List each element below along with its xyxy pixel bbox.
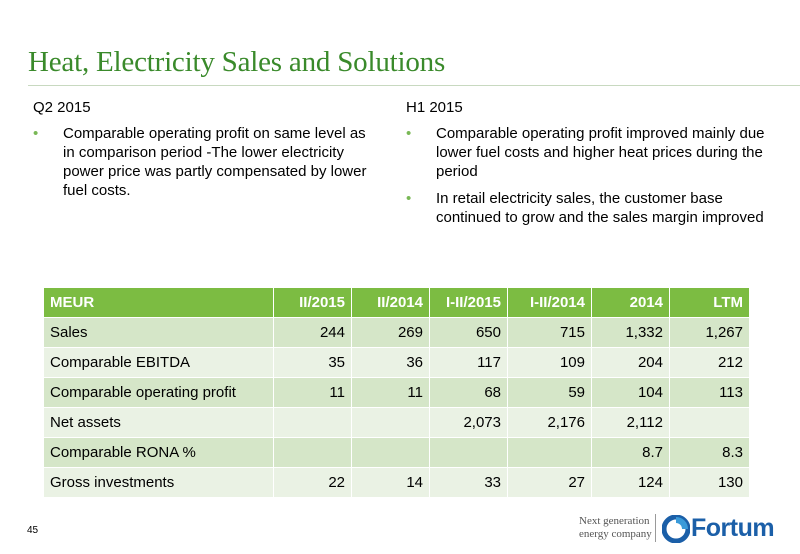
brand-name: Fortum xyxy=(691,514,775,542)
table-cell: 14 xyxy=(351,467,430,498)
q2-bullet-list: • Comparable operating profit on same lev… xyxy=(33,124,378,200)
header-cell: LTM xyxy=(669,287,750,318)
table-cell: 124 xyxy=(591,467,670,498)
row-label: Comparable RONA % xyxy=(43,437,274,468)
table-cell xyxy=(273,437,352,468)
table-cell: 244 xyxy=(273,317,352,348)
table-cell xyxy=(669,407,750,438)
table-cell: 104 xyxy=(591,377,670,408)
header-cell: I-II/2014 xyxy=(507,287,592,318)
table-cell: 269 xyxy=(351,317,430,348)
financials-table: MEUR II/2015 II/2014 I-II/2015 I-II/2014… xyxy=(43,287,750,498)
table-cell: 11 xyxy=(351,377,430,408)
h1-bullet-list: • Comparable operating profit improved ma… xyxy=(406,124,776,227)
q2-heading: Q2 2015 xyxy=(33,99,91,116)
table-cell: 68 xyxy=(429,377,508,408)
bullet-icon: • xyxy=(406,125,412,142)
table-cell: 36 xyxy=(351,347,430,378)
bullet-text: Comparable operating profit on same leve… xyxy=(63,125,367,199)
table-cell: 130 xyxy=(669,467,750,498)
table-cell: 204 xyxy=(591,347,670,378)
table-cell xyxy=(351,407,430,438)
fortum-logo: Fortum xyxy=(662,514,775,543)
table-cell: 8.3 xyxy=(669,437,750,468)
fortum-logo-icon xyxy=(662,514,690,543)
q2-column: Q2 2015 • Comparable operating profit on … xyxy=(33,98,378,208)
h1-heading: H1 2015 xyxy=(406,99,463,116)
header-cell: II/2014 xyxy=(351,287,430,318)
table-cell xyxy=(429,437,508,468)
table-cell: 113 xyxy=(669,377,750,408)
table-cell: 1,332 xyxy=(591,317,670,348)
table-cell: 35 xyxy=(273,347,352,378)
table-cell: 109 xyxy=(507,347,592,378)
table-cell: 715 xyxy=(507,317,592,348)
table-cell: 212 xyxy=(669,347,750,378)
table-cell xyxy=(273,407,352,438)
bullet-icon: • xyxy=(33,125,39,142)
page-title: Heat, Electricity Sales and Solutions xyxy=(28,46,446,78)
bullet-item: • In retail electricity sales, the custom… xyxy=(406,189,776,227)
table-row: Net assets 2,073 2,176 2,112 xyxy=(43,407,750,438)
row-label: Comparable operating profit xyxy=(43,377,274,408)
header-cell: II/2015 xyxy=(273,287,352,318)
row-label: Gross investments xyxy=(43,467,274,498)
table-cell xyxy=(507,437,592,468)
table-cell: 8.7 xyxy=(591,437,670,468)
row-label: Comparable EBITDA xyxy=(43,347,274,378)
table-cell: 1,267 xyxy=(669,317,750,348)
bullet-text: Comparable operating profit improved mai… xyxy=(436,125,765,180)
table-cell: 2,112 xyxy=(591,407,670,438)
row-label: Net assets xyxy=(43,407,274,438)
table-row: Comparable EBITDA 35 36 117 109 204 212 xyxy=(43,347,750,378)
tagline-line: Next generation xyxy=(579,515,650,527)
table-row: Sales 244 269 650 715 1,332 1,267 xyxy=(43,317,750,348)
page-number: 45 xyxy=(27,525,39,536)
table-cell: 22 xyxy=(273,467,352,498)
table-cell xyxy=(351,437,430,468)
table-row: Gross investments 22 14 33 27 124 130 xyxy=(43,467,750,498)
table-cell: 11 xyxy=(273,377,352,408)
row-label: Sales xyxy=(43,317,274,348)
bullet-item: • Comparable operating profit on same lev… xyxy=(33,124,378,200)
table-header-row: MEUR II/2015 II/2014 I-II/2015 I-II/2014… xyxy=(43,287,750,318)
header-cell: I-II/2015 xyxy=(429,287,508,318)
title-divider xyxy=(28,85,800,86)
tagline-line: energy company xyxy=(579,528,652,540)
table-cell: 59 xyxy=(507,377,592,408)
company-tagline: Next generation energy company xyxy=(579,515,652,541)
h1-column: H1 2015 • Comparable operating profit imp… xyxy=(406,98,776,235)
header-cell: MEUR xyxy=(43,287,274,318)
table-cell: 117 xyxy=(429,347,508,378)
table-cell: 650 xyxy=(429,317,508,348)
table-cell: 33 xyxy=(429,467,508,498)
footer-divider xyxy=(655,514,656,542)
bullet-item: • Comparable operating profit improved ma… xyxy=(406,124,776,181)
bullet-text: In retail electricity sales, the custome… xyxy=(436,190,764,226)
table-cell: 27 xyxy=(507,467,592,498)
table-cell: 2,073 xyxy=(429,407,508,438)
bullet-icon: • xyxy=(406,190,412,207)
header-cell: 2014 xyxy=(591,287,670,318)
table-row: Comparable RONA % 8.7 8.3 xyxy=(43,437,750,468)
table-row: Comparable operating profit 11 11 68 59 … xyxy=(43,377,750,408)
table-cell: 2,176 xyxy=(507,407,592,438)
